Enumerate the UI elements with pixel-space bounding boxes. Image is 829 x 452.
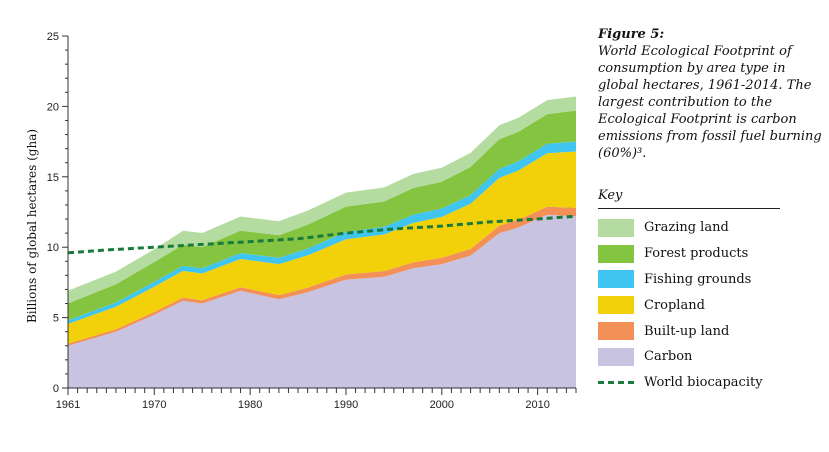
axes: 0 5 10 15 20 25 1961 1970 1980 1990 2000 2010 bbox=[47, 31, 577, 411]
y-tick-label: 15 bbox=[47, 172, 59, 184]
biocapacity-line bbox=[67, 214, 577, 255]
cropland-swatch bbox=[598, 296, 634, 315]
x-tick-label: 1961 bbox=[56, 399, 80, 411]
legend-label: Cropland bbox=[644, 297, 705, 313]
forest-products-swatch bbox=[598, 244, 634, 263]
footprint-area-chart: 0 5 10 15 20 25 1961 1970 1980 1990 2000 2010 Billi… bbox=[25, 31, 577, 411]
legend-item-grazing-land: Grazing land bbox=[598, 215, 822, 241]
figure-caption: World Ecological Footprint of consumptio… bbox=[598, 44, 822, 161]
stacked-areas bbox=[68, 96, 576, 388]
legend-label: Built-up land bbox=[644, 323, 730, 339]
x-tick-label: 1980 bbox=[238, 399, 262, 411]
figure-number: Figure 5: bbox=[598, 27, 665, 42]
y-tick-label: 10 bbox=[47, 242, 59, 254]
figure-sidebar: Figure 5: World Ecological Footprint of … bbox=[598, 26, 822, 396]
legend-item-built-up-land: Built-up land bbox=[598, 318, 822, 344]
legend-label: World biocapacity bbox=[644, 375, 763, 391]
fishing-grounds-swatch bbox=[598, 270, 634, 289]
y-tick-label: 0 bbox=[53, 383, 59, 395]
legend-item-carbon: Carbon bbox=[598, 344, 822, 370]
legend-item-fishing-grounds: Fishing grounds bbox=[598, 267, 822, 293]
x-tick-label: 1970 bbox=[142, 399, 166, 411]
legend-label: Forest products bbox=[644, 246, 749, 262]
area-cropland bbox=[68, 151, 576, 344]
key-title: Key bbox=[598, 188, 780, 209]
built-up-land-swatch bbox=[598, 322, 634, 341]
grazing-land-swatch bbox=[598, 218, 634, 237]
x-tick-label: 1990 bbox=[334, 399, 358, 411]
x-tick-label: 2000 bbox=[430, 399, 454, 411]
legend: Grazing land Forest products Fishing gro… bbox=[598, 215, 822, 396]
legend-item-world-biocapacity: World biocapacity bbox=[598, 370, 822, 396]
y-axis-title: Billions of global hectares (gha) bbox=[25, 129, 39, 323]
biocapacity-line-group bbox=[67, 214, 577, 255]
biocapacity-dash-swatch bbox=[598, 374, 634, 392]
area-built-up-land bbox=[68, 206, 576, 346]
legend-item-cropland: Cropland bbox=[598, 292, 822, 318]
area-forest-products bbox=[68, 110, 576, 321]
legend-item-forest-products: Forest products bbox=[598, 241, 822, 267]
legend-label: Grazing land bbox=[644, 220, 729, 236]
area-grazing-land bbox=[68, 96, 576, 304]
legend-label: Carbon bbox=[644, 349, 693, 365]
carbon-swatch bbox=[598, 347, 634, 366]
area-fishing-grounds bbox=[68, 141, 576, 324]
y-tick-label: 20 bbox=[47, 101, 59, 113]
y-tick-label: 25 bbox=[47, 31, 59, 43]
x-tick-label: 2010 bbox=[525, 399, 549, 411]
area-carbon bbox=[68, 214, 576, 388]
y-tick-label: 5 bbox=[53, 313, 59, 325]
legend-label: Fishing grounds bbox=[644, 271, 752, 287]
